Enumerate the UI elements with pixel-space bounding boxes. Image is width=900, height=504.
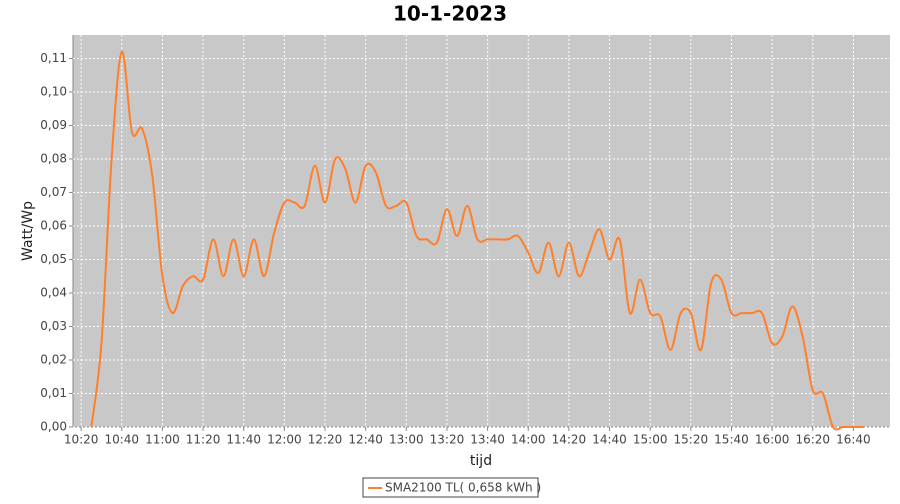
x-tick-label: 13:00 xyxy=(389,433,424,447)
y-tick-label: 0,04 xyxy=(40,285,67,299)
y-tick-label: 0,01 xyxy=(40,386,67,400)
x-tick-label: 11:00 xyxy=(145,433,180,447)
x-tick-label: 15:40 xyxy=(714,433,749,447)
x-tick-label: 13:40 xyxy=(470,433,505,447)
legend-label: SMA2100 TL( 0,658 kWh ) xyxy=(385,481,541,495)
x-tick-label: 11:20 xyxy=(186,433,221,447)
x-tick-label: 16:40 xyxy=(836,433,871,447)
x-tick-label: 12:00 xyxy=(267,433,302,447)
x-tick-label: 12:40 xyxy=(348,433,383,447)
y-tick-label: 0,07 xyxy=(40,185,67,199)
legend xyxy=(362,477,539,498)
y-tick-label: 0,03 xyxy=(40,319,67,333)
x-tick-label: 16:20 xyxy=(795,433,830,447)
y-tick-label: 0,06 xyxy=(40,218,67,232)
y-tick-label: 0,02 xyxy=(40,352,67,366)
x-tick-label: 11:40 xyxy=(226,433,261,447)
chart-title: 10-1-2023 xyxy=(393,2,507,26)
y-tick-label: 0,09 xyxy=(40,118,67,132)
y-axis-label: Watt/Wp xyxy=(20,201,36,261)
plot-area xyxy=(73,35,890,427)
x-tick-label: 16:00 xyxy=(755,433,790,447)
y-tick-label: 0,00 xyxy=(40,420,67,434)
y-tick-label: 0,05 xyxy=(40,252,67,266)
y-tick-label: 0,08 xyxy=(40,151,67,165)
x-tick-label: 15:20 xyxy=(674,433,709,447)
x-tick-label: 15:00 xyxy=(633,433,668,447)
x-tick-label: 13:20 xyxy=(430,433,465,447)
x-axis-label: tijd xyxy=(470,453,492,469)
y-tick-label: 0,10 xyxy=(40,84,67,98)
x-tick-label: 14:20 xyxy=(552,433,587,447)
y-tick-label: 0,11 xyxy=(40,51,67,65)
x-tick-label: 10:40 xyxy=(104,433,139,447)
x-tick-label: 14:00 xyxy=(511,433,546,447)
x-tick-label: 14:40 xyxy=(592,433,627,447)
x-tick-label: 12:20 xyxy=(308,433,343,447)
data-line xyxy=(90,50,864,431)
x-tick-label: 10:20 xyxy=(64,433,99,447)
